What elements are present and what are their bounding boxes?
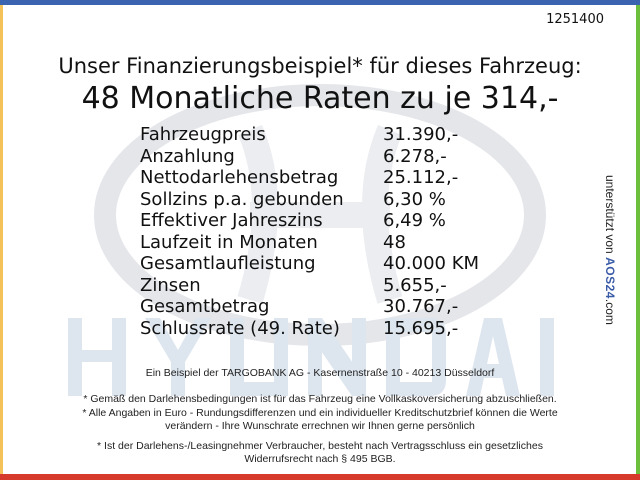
bottom-border: [0, 474, 640, 480]
left-border: [0, 5, 3, 475]
footnote-revocation-line1: * Ist der Darlehens-/Leasingnehmer Verbr…: [97, 440, 543, 452]
reference-number: 1251400: [546, 12, 604, 27]
footnote-insurance: * Gemäß den Darlehensbedingungen ist für…: [83, 393, 557, 405]
credit-suffix: .com: [603, 298, 617, 325]
headline: Unser Finanzierungsbeispiel* für dieses …: [58, 54, 582, 78]
top-border: [0, 0, 640, 5]
row-label: Schlussrate (49. Rate): [140, 317, 340, 339]
row-label: Fahrzeugpreis: [140, 124, 266, 145]
footnote-euro-line2: verändern - Ihre Wunschrate errechnen wi…: [165, 420, 475, 432]
row-label: Anzahlung: [140, 145, 235, 167]
footnote-euro-line1: * Alle Angaben in Euro - Rundungsdiffere…: [82, 407, 558, 419]
row-value: 40.000 KM: [383, 253, 480, 274]
row-value: 15.695,-: [383, 317, 459, 339]
row-value: 30.767,-: [383, 296, 459, 317]
credit-prefix: unterstützt von: [603, 175, 617, 254]
row-value: 6,30 %: [383, 188, 446, 210]
row-value: 6,49 %: [383, 210, 446, 231]
row-label: Zinsen: [140, 274, 201, 296]
row-label: Gesamtbetrag: [140, 296, 270, 317]
row-value: 48: [383, 231, 406, 253]
financing-table: Fahrzeugpreis 31.390,- Anzahlung 6.278,- N…: [140, 124, 479, 339]
row-label: Laufzeit in Monaten: [140, 231, 318, 253]
row-value: 31.390,-: [383, 124, 459, 145]
row-label: Effektiver Jahreszins: [140, 210, 323, 231]
right-border: [636, 5, 640, 475]
aos24-brand: AOS24: [603, 257, 617, 299]
row-label: Gesamtlaufleistung: [140, 253, 316, 274]
row-value: 5.655,-: [383, 274, 447, 296]
row-value: 25.112,-: [383, 167, 459, 188]
side-credit: unterstützt von AOS24.com: [603, 175, 617, 325]
footnote-revocation-line2: Widerrufsrecht nach § 495 BGB.: [244, 453, 396, 465]
row-label: Nettodarlehensbetrag: [140, 167, 339, 188]
bank-info: Ein Beispiel der TARGOBANK AG - Kasernen…: [145, 367, 495, 379]
row-value: 6.278,-: [383, 145, 447, 167]
row-label: Sollzins p.a. gebunden: [140, 188, 344, 210]
monthly-rate-headline: 48 Monatliche Raten zu je 314,-: [81, 81, 559, 116]
